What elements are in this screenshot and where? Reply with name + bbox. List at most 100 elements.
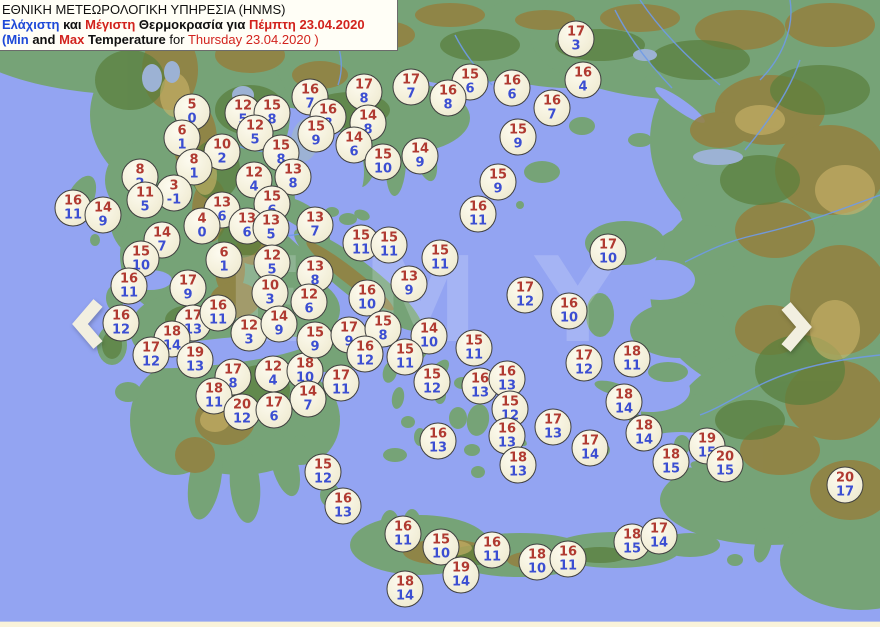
header-text-segment: Πέμπτη 23.04.2020 — [248, 17, 365, 32]
min-temp: 5 — [267, 262, 277, 278]
temp-bubble: 18 14 — [625, 414, 663, 452]
min-temp: 12 — [313, 471, 333, 487]
min-temp: 10 — [419, 335, 439, 351]
min-temp: 7 — [157, 239, 167, 255]
max-temp: 4 — [197, 211, 207, 227]
min-temp: 5 — [266, 227, 276, 243]
min-temp: 7 — [310, 224, 320, 240]
max-temp: 17 — [515, 280, 535, 296]
temp-bubble: 13 5 — [252, 209, 290, 247]
min-temp: 11 — [468, 213, 488, 229]
header-text-segment: Θερμοκρασία για — [135, 17, 249, 32]
min-temp: 12 — [422, 381, 442, 397]
max-temp: 16 — [573, 65, 593, 81]
header-text-segment: Max — [59, 32, 85, 47]
header-text-segment: for — [165, 32, 188, 47]
temp-bubble: 17 12 — [132, 336, 170, 374]
min-temp: 5 — [140, 199, 150, 215]
min-temp: 11 — [351, 242, 371, 258]
temp-bubble: 15 12 — [304, 453, 342, 491]
max-temp: 10 — [212, 137, 232, 153]
max-temp: 16 — [497, 364, 517, 380]
max-temp: 13 — [399, 269, 419, 285]
temp-bubble: 14 9 — [84, 196, 122, 234]
max-temp: 12 — [299, 287, 319, 303]
min-temp: 13 — [508, 464, 528, 480]
max-temp: 13 — [283, 162, 303, 178]
max-temp: 6 — [177, 123, 187, 139]
max-temp: 16 — [357, 283, 377, 299]
max-temp: 15 — [464, 333, 484, 349]
min-temp: 15 — [622, 541, 642, 557]
temp-bubble: 16 4 — [564, 61, 602, 99]
max-temp: 16 — [482, 535, 502, 551]
max-temp: 15 — [262, 189, 282, 205]
max-temp: 12 — [233, 98, 253, 114]
temp-bubble: 14 9 — [401, 137, 439, 175]
temp-bubble: 18 15 — [652, 443, 690, 481]
temp-bubble: 15 9 — [296, 321, 334, 359]
max-temp: 8 — [189, 152, 199, 168]
min-temp: 15 — [715, 463, 735, 479]
min-temp: 12 — [515, 294, 535, 310]
min-temp: 7 — [303, 398, 313, 414]
min-temp: 8 — [310, 273, 320, 289]
min-temp: 10 — [431, 546, 451, 562]
temp-bubble: 16 11 — [199, 294, 237, 332]
max-temp: 17 — [354, 77, 374, 93]
min-temp: 13 — [333, 505, 353, 521]
max-temp: 16 — [502, 73, 522, 89]
min-temp: 14 — [649, 535, 669, 551]
header-text-segment: Μέγιστη — [85, 17, 136, 32]
max-temp: 15 — [460, 67, 480, 83]
min-temp: 11 — [622, 358, 642, 374]
max-temp: 16 — [119, 271, 139, 287]
max-temp: 16 — [318, 102, 338, 118]
max-temp: 20 — [232, 397, 252, 413]
temp-bubble: 17 7 — [392, 68, 430, 106]
temp-bubble: 20 12 — [223, 393, 261, 431]
max-temp: 15 — [488, 167, 508, 183]
temp-bubble: 18 14 — [605, 383, 643, 421]
temp-bubble: 15 9 — [479, 163, 517, 201]
temp-bubble: 18 14 — [386, 570, 424, 608]
chevron-left-icon — [72, 299, 103, 349]
header-text-segment: Temperature — [84, 32, 166, 47]
max-temp: 17 — [223, 362, 243, 378]
max-temp: 11 — [135, 185, 155, 201]
min-temp: 2 — [217, 151, 227, 167]
max-temp: 12 — [245, 118, 265, 134]
max-temp: 6 — [219, 245, 229, 261]
max-temp: 18 — [614, 387, 634, 403]
map-title-english: (Min and Max Temperature for Thursday 23… — [2, 32, 391, 47]
min-temp: 9 — [344, 334, 354, 350]
max-temp: 15 — [430, 243, 450, 259]
previous-day-button[interactable] — [68, 297, 108, 351]
min-temp: 13 — [543, 426, 563, 442]
min-temp: 8 — [288, 176, 298, 192]
min-temp: 14 — [451, 574, 471, 590]
temp-bubble: 17 10 — [589, 233, 627, 271]
max-temp: 17 — [580, 433, 600, 449]
max-temp: 18 — [622, 344, 642, 360]
chevron-right-icon — [781, 302, 812, 352]
min-temp: 1 — [177, 137, 187, 153]
min-temp: 11 — [558, 558, 578, 574]
temp-bubble: 16 12 — [102, 304, 140, 342]
max-temp: 14 — [298, 384, 318, 400]
next-day-button[interactable] — [776, 300, 816, 354]
temp-bubble: 14 7 — [289, 380, 327, 418]
max-temp: 16 — [468, 199, 488, 215]
min-temp: 14 — [634, 432, 654, 448]
min-temp: 9 — [513, 136, 523, 152]
temp-bubble: 14 10 — [410, 317, 448, 355]
min-temp: 9 — [98, 214, 108, 230]
min-temp: 7 — [305, 96, 315, 112]
temp-bubble: 16 10 — [550, 292, 588, 330]
min-temp: 1 — [189, 166, 199, 182]
max-temp: 17 — [339, 320, 359, 336]
min-temp: 9 — [310, 339, 320, 355]
max-temp: 12 — [244, 165, 264, 181]
